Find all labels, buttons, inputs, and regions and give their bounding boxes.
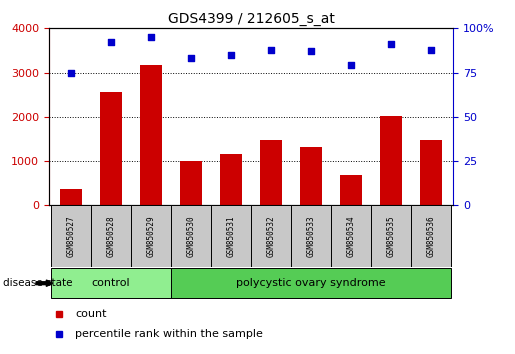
Point (147, 34, 155, 40)
Text: GSM850532: GSM850532 (267, 216, 276, 257)
FancyBboxPatch shape (331, 205, 371, 267)
FancyBboxPatch shape (411, 205, 451, 267)
Point (307, 48, 315, 54)
FancyBboxPatch shape (171, 205, 211, 267)
Bar (180, 161, 202, 205)
Point (387, 41, 396, 47)
Text: disease state: disease state (3, 278, 72, 288)
Text: GSM850534: GSM850534 (347, 216, 356, 257)
Bar (60, 188, 82, 205)
Bar (420, 140, 442, 205)
Point (427, 47, 435, 52)
FancyBboxPatch shape (211, 205, 251, 267)
Text: GSM850529: GSM850529 (146, 216, 156, 257)
FancyBboxPatch shape (251, 205, 291, 267)
Text: GSM850528: GSM850528 (107, 216, 115, 257)
Bar (260, 140, 282, 205)
Text: GSM850535: GSM850535 (387, 216, 396, 257)
Text: GSM850536: GSM850536 (427, 216, 436, 257)
Bar (220, 154, 242, 205)
Bar (300, 147, 322, 205)
Text: count: count (75, 309, 107, 319)
FancyBboxPatch shape (371, 205, 411, 267)
FancyBboxPatch shape (131, 205, 171, 267)
Text: GSM850533: GSM850533 (306, 216, 316, 257)
Bar (140, 65, 162, 205)
Text: GSM850531: GSM850531 (227, 216, 235, 257)
FancyBboxPatch shape (171, 268, 451, 298)
Point (347, 63, 355, 68)
Text: polycystic ovary syndrome: polycystic ovary syndrome (236, 278, 386, 288)
Text: percentile rank within the sample: percentile rank within the sample (75, 329, 263, 339)
Text: GSM850527: GSM850527 (66, 216, 75, 257)
Point (187, 56, 195, 61)
FancyBboxPatch shape (291, 205, 331, 267)
Bar (100, 92, 122, 205)
Bar (380, 116, 402, 205)
Bar (340, 175, 362, 205)
Point (107, 40, 115, 45)
Text: GSM850530: GSM850530 (186, 216, 196, 257)
FancyBboxPatch shape (51, 268, 171, 298)
Text: control: control (92, 278, 130, 288)
Point (227, 52, 235, 58)
FancyBboxPatch shape (91, 205, 131, 267)
Title: GDS4399 / 212605_s_at: GDS4399 / 212605_s_at (167, 12, 335, 26)
Point (267, 47, 275, 52)
Point (67, 70, 75, 75)
FancyBboxPatch shape (51, 205, 91, 267)
